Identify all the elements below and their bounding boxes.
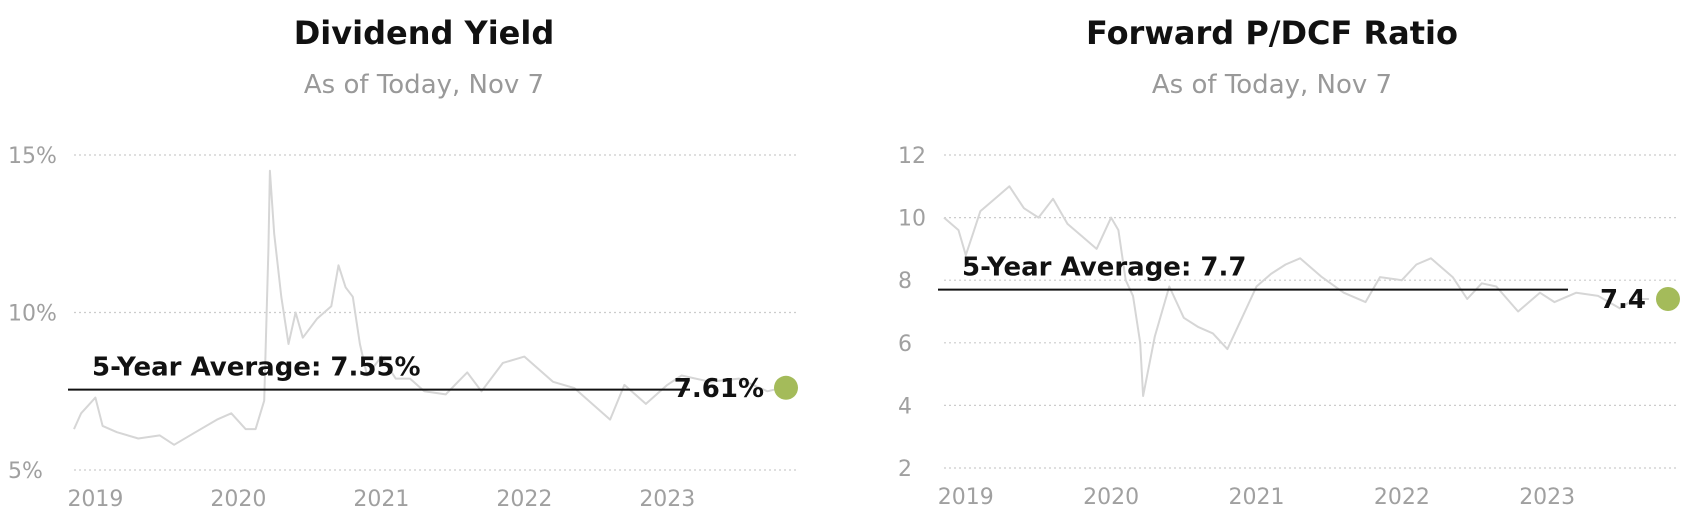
pdcf-plot: 2 4 6 8 10 12 2019 2020 2021 2022 2023 5-Year Avera… (898, 144, 1680, 510)
series-line (73, 169, 782, 446)
chart-title: Forward P/DCF Ratio (1086, 14, 1458, 52)
y-tick-label: 15% (8, 144, 57, 169)
average-label: 5-Year Average: 7.55% (92, 353, 421, 383)
x-tick-label: 2019 (938, 485, 994, 510)
current-value-marker (774, 375, 798, 400)
y-tick-label: 6 (898, 332, 912, 357)
y-tick-label: 10% (8, 302, 57, 327)
x-tick-label: 2022 (1374, 485, 1430, 510)
dividend-yield-plot: 5% 10% 15% 2019 2020 2021 2022 2023 5-Year Avera… (8, 144, 798, 512)
average-label: 5-Year Average: 7.7 (962, 253, 1246, 283)
x-tick-label: 2019 (67, 487, 123, 512)
x-tick-label: 2020 (210, 487, 266, 512)
chart-subtitle: As of Today, Nov 7 (1151, 70, 1393, 100)
y-tick-label: 4 (898, 394, 912, 419)
series-line (943, 185, 1649, 397)
x-tick-label: 2022 (496, 487, 552, 512)
y-tick-label: 8 (898, 269, 912, 294)
pdcf-panel: Forward P/DCF Ratio As of Today, Nov 7 2… (848, 0, 1696, 526)
y-tick-label: 5% (8, 459, 43, 484)
x-tick-label: 2020 (1083, 485, 1139, 510)
x-tick-label: 2023 (639, 487, 695, 512)
x-tick-label: 2021 (1228, 485, 1284, 510)
x-tick-label: 2021 (353, 487, 409, 512)
dividend-yield-panel: Dividend Yield As of Today, Nov 7 5% 10% 1… (8, 14, 798, 512)
x-tick-label: 2023 (1519, 485, 1575, 510)
chart-title: Dividend Yield (293, 14, 555, 52)
chart-subtitle: As of Today, Nov 7 (303, 70, 545, 100)
y-tick-label: 10 (898, 207, 926, 232)
current-value-label: 7.61% (674, 374, 764, 404)
current-value-marker (1656, 286, 1680, 311)
current-value-label: 7.4 (1600, 285, 1646, 315)
y-tick-label: 12 (898, 144, 926, 169)
y-tick-label: 2 (898, 457, 912, 482)
